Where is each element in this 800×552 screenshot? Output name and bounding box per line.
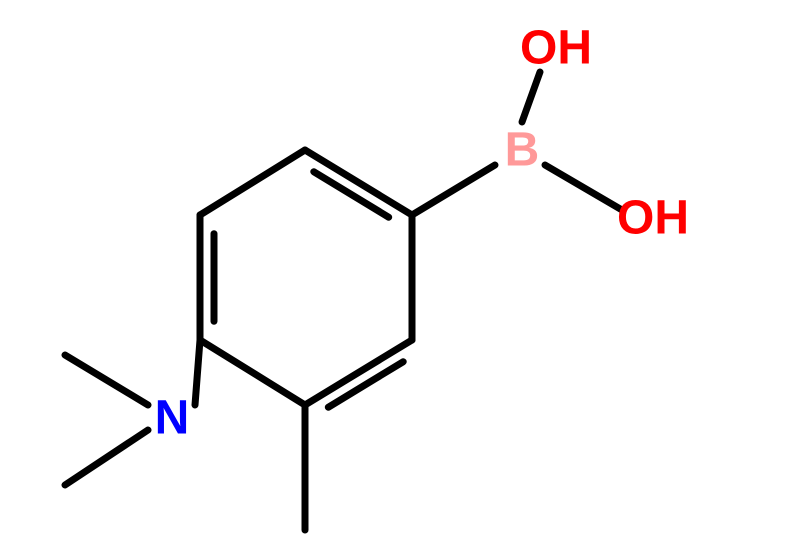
atoms-layer: OH B OH N <box>155 22 689 445</box>
atom-OH_right: OH <box>617 192 689 245</box>
atom-OH_top: OH <box>520 22 592 75</box>
atom-N: N <box>155 392 190 445</box>
chemical-structure: OH B OH N <box>0 0 800 552</box>
atom-B: B <box>505 124 540 177</box>
